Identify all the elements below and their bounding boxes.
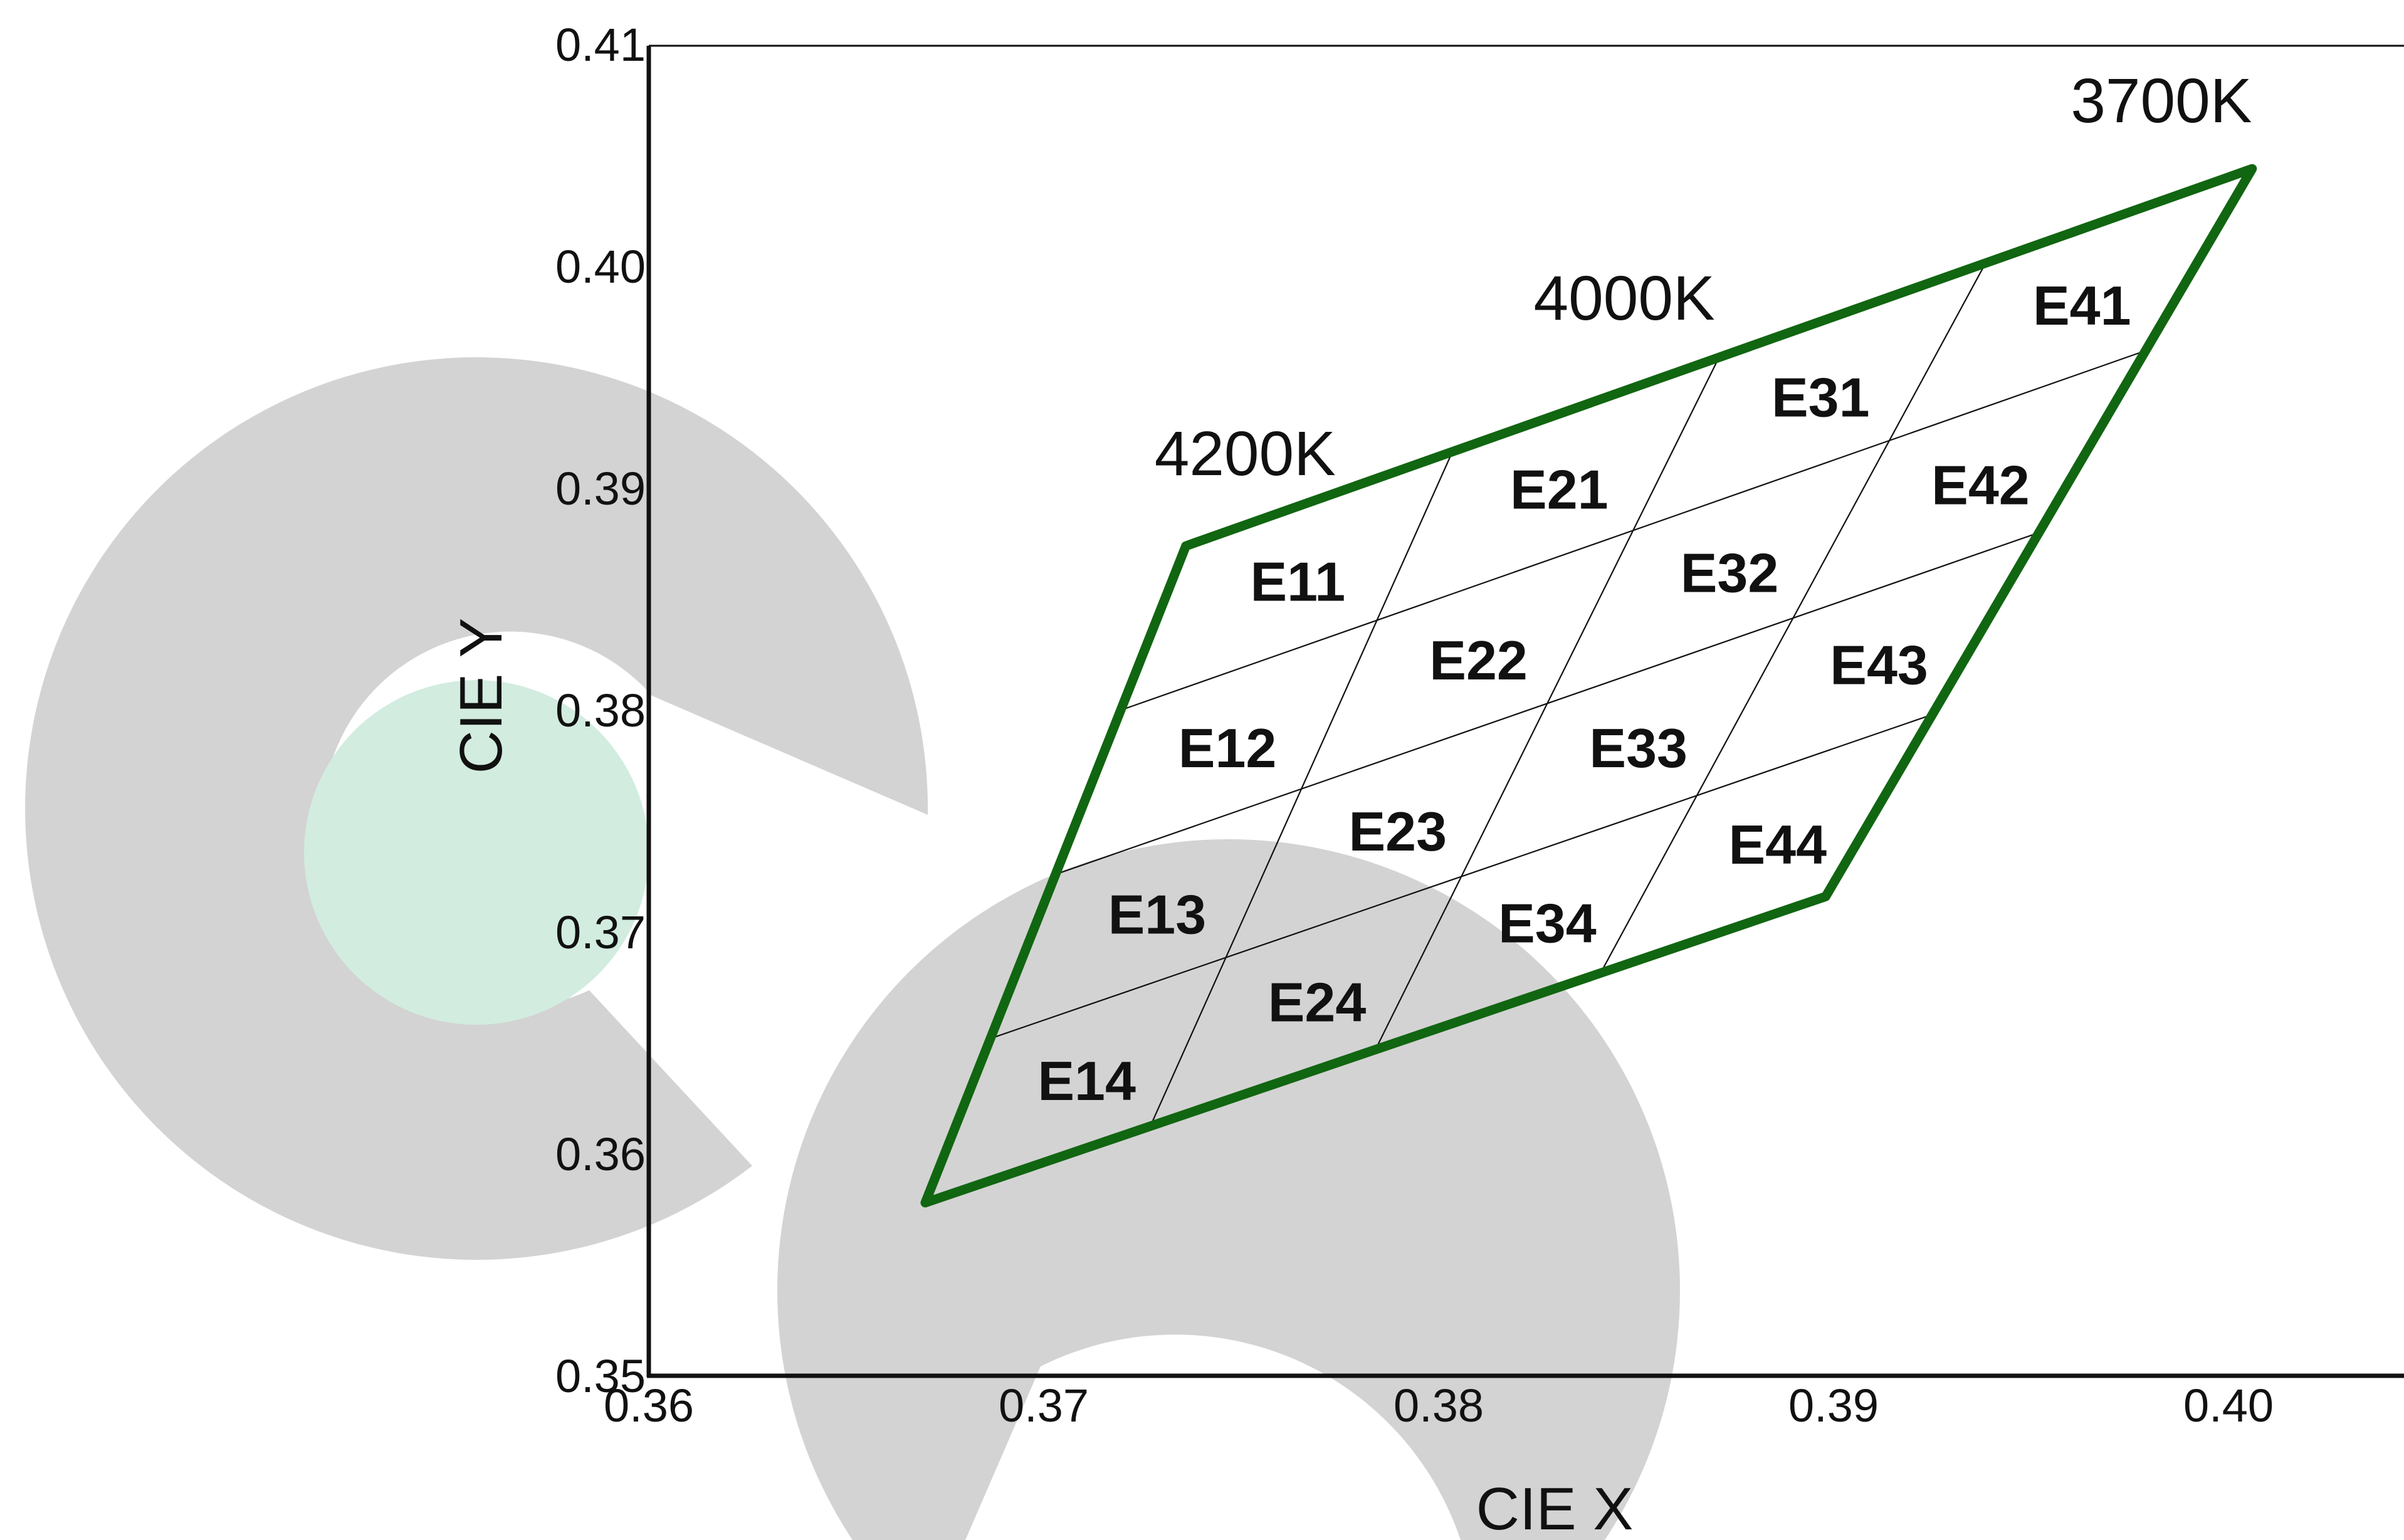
x-tick-label: 0.39 xyxy=(1788,1380,1879,1432)
bin-label: E41 xyxy=(2033,275,2131,337)
bin-labels: E11 E12 E13 E14 E21 E22 E23 E24 E31 E32 E33 E34 E41 E… xyxy=(1037,275,2131,1112)
bin-label: E34 xyxy=(1498,893,1597,955)
y-tick-label: 0.40 xyxy=(555,241,646,293)
y-tick-label: 0.39 xyxy=(555,463,646,515)
bin-label: E12 xyxy=(1178,717,1277,779)
x-axis-title: CIE X xyxy=(1476,1475,1634,1540)
y-tick-label: 0.35 xyxy=(555,1350,646,1402)
x-tick-label: 0.40 xyxy=(2183,1380,2274,1432)
bin-label: E44 xyxy=(1728,814,1827,876)
bin-divider-horizontal xyxy=(1055,532,2039,875)
bin-label: E33 xyxy=(1589,717,1688,779)
bin-label: E14 xyxy=(1037,1050,1136,1112)
x-tick-label: 0.36 xyxy=(604,1380,694,1432)
x-axis-tick-labels: 0.36 0.37 0.38 0.39 0.40 xyxy=(604,1380,2274,1432)
y-axis-tick-labels: 0.35 0.36 0.37 0.38 0.39 0.40 0.41 xyxy=(555,19,646,1402)
watermark-dot xyxy=(304,680,649,1025)
y-tick-label: 0.38 xyxy=(555,684,646,736)
bin-label: E43 xyxy=(1830,634,1928,696)
x-tick-label: 0.38 xyxy=(1394,1380,1484,1432)
y-axis-title: CIE Y xyxy=(448,618,515,774)
bin-label: E42 xyxy=(1931,454,2030,516)
ce-watermark-logo xyxy=(25,357,1681,1540)
cct-labels: 4200K 4000K 3700K xyxy=(1155,66,2252,489)
bin-label: E21 xyxy=(1510,459,1609,521)
bin-label: E32 xyxy=(1681,542,1779,604)
x-tick-label: 0.37 xyxy=(999,1380,1089,1432)
bin-label: E11 xyxy=(1250,551,1345,613)
ansi-quadrangle-outline xyxy=(920,164,2257,1208)
bin-label: E22 xyxy=(1429,629,1528,691)
bin-label: E24 xyxy=(1268,971,1367,1033)
cct-label: 4200K xyxy=(1155,419,1336,489)
bin-grid-lines xyxy=(990,263,2146,1127)
y-tick-label: 0.41 xyxy=(555,19,646,71)
bin-label: E31 xyxy=(1772,367,1870,429)
y-tick-label: 0.36 xyxy=(555,1128,646,1180)
bin-label: E13 xyxy=(1108,884,1207,946)
bin-divider-horizontal xyxy=(990,714,1933,1039)
watermark-c-shape xyxy=(25,357,928,1260)
plot-axes xyxy=(646,45,2404,1378)
cct-label: 3700K xyxy=(2071,66,2252,136)
cct-label: 4000K xyxy=(1534,263,1715,333)
bin-divider-vertical xyxy=(1600,263,1987,974)
y-tick-label: 0.37 xyxy=(555,906,646,958)
bin-label: E23 xyxy=(1348,800,1447,862)
